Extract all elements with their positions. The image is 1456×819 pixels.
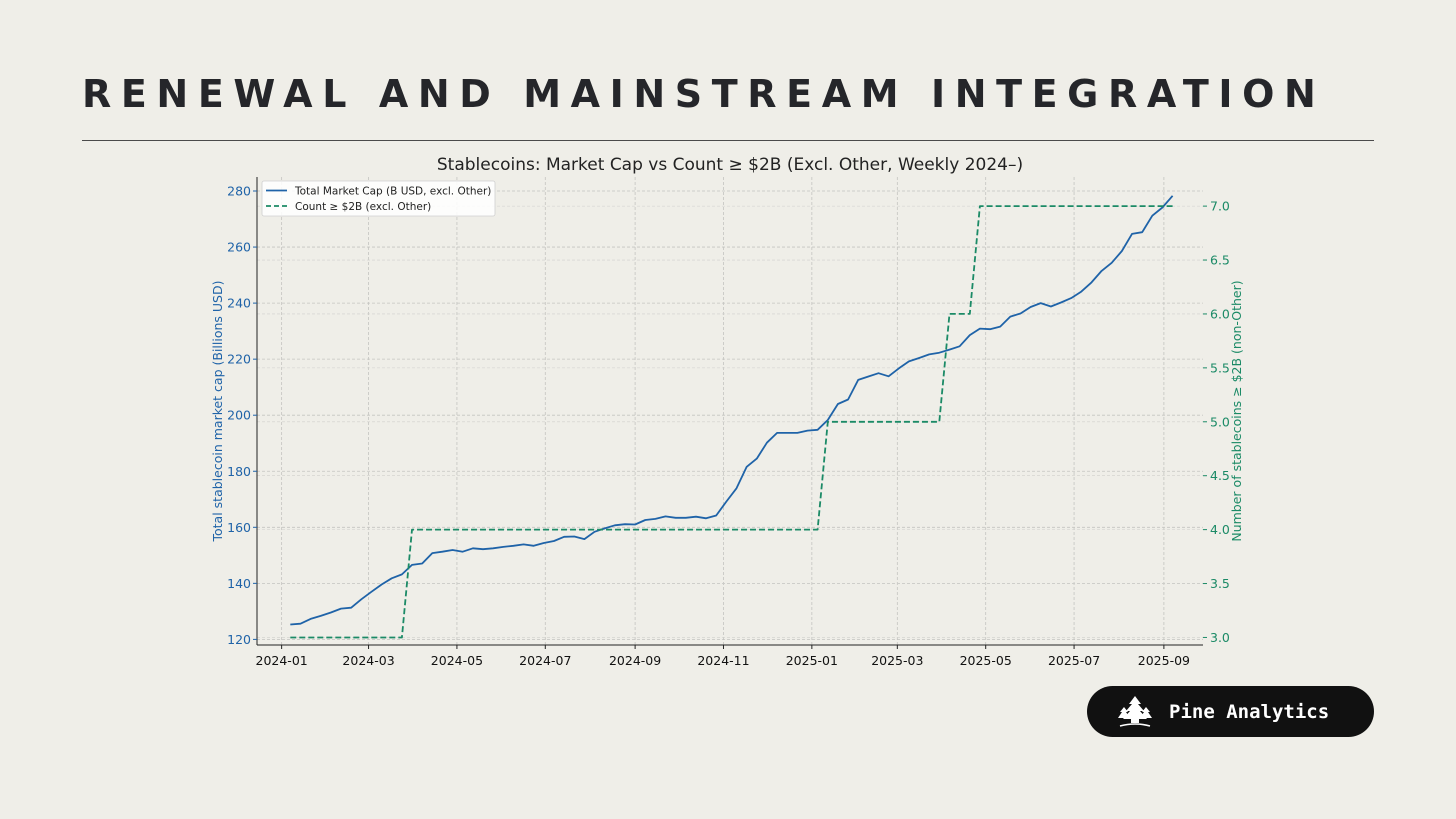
y-right-tick-label: 7.0 (1210, 199, 1230, 214)
x-tick-label: 2024-01 (256, 653, 308, 668)
x-tick-label: 2025-01 (786, 653, 838, 668)
y-axis-left-label: Total stablecoin market cap (Billions US… (210, 281, 225, 543)
pine-tree-icon (1118, 695, 1152, 727)
y-left-tick-label: 180 (227, 464, 251, 479)
y-left-tick-label: 120 (227, 632, 251, 647)
y-left-tick-label: 240 (227, 296, 251, 311)
x-tick-label: 2024-11 (697, 653, 749, 668)
y-left-tick-label: 160 (227, 520, 251, 535)
page-title: RENEWAL AND MAINSTREAM INTEGRATION (82, 72, 1326, 116)
x-tick-label: 2024-05 (431, 653, 483, 668)
title-divider (82, 140, 1374, 141)
x-tick-label: 2024-09 (609, 653, 661, 668)
x-tick-label: 2025-07 (1048, 653, 1100, 668)
brand-badge: Pine Analytics (1087, 686, 1374, 737)
y-right-tick-label: 5.5 (1210, 360, 1230, 375)
y-right-tick-label: 3.5 (1210, 576, 1230, 591)
y-right-tick-label: 4.5 (1210, 468, 1230, 483)
y-right-tick-label: 6.0 (1210, 306, 1230, 321)
x-tick-label: 2024-03 (342, 653, 394, 668)
legend-box (261, 180, 496, 217)
legend-label: Count ≥ $2B (excl. Other) (295, 201, 431, 213)
x-tick-label: 2025-05 (960, 653, 1012, 668)
series-line-count (290, 205, 1173, 639)
y-right-tick-label: 5.0 (1210, 414, 1230, 429)
brand-name: Pine Analytics (1169, 700, 1330, 723)
chart-title: Stablecoins: Market Cap vs Count ≥ $2B (… (437, 155, 1023, 175)
y-right-tick-label: 6.5 (1210, 253, 1230, 268)
legend-label: Total Market Cap (B USD, excl. Other) (294, 186, 491, 198)
y-right-tick-label: 4.0 (1210, 522, 1230, 537)
x-tick-label: 2025-03 (871, 653, 923, 668)
x-tick-label: 2024-07 (519, 653, 571, 668)
series-line-market-cap (290, 195, 1174, 626)
y-left-tick-label: 140 (227, 576, 251, 591)
x-tick-label: 2025-09 (1138, 653, 1190, 668)
y-left-tick-label: 260 (227, 240, 251, 255)
y-axis-right-label: Number of stablecoins ≥ $2B (non-Other) (1229, 280, 1244, 541)
y-left-tick-label: 200 (227, 408, 251, 423)
y-left-tick-label: 220 (227, 352, 251, 367)
y-right-tick-label: 3.0 (1210, 630, 1230, 645)
y-left-tick-label: 280 (227, 184, 251, 199)
